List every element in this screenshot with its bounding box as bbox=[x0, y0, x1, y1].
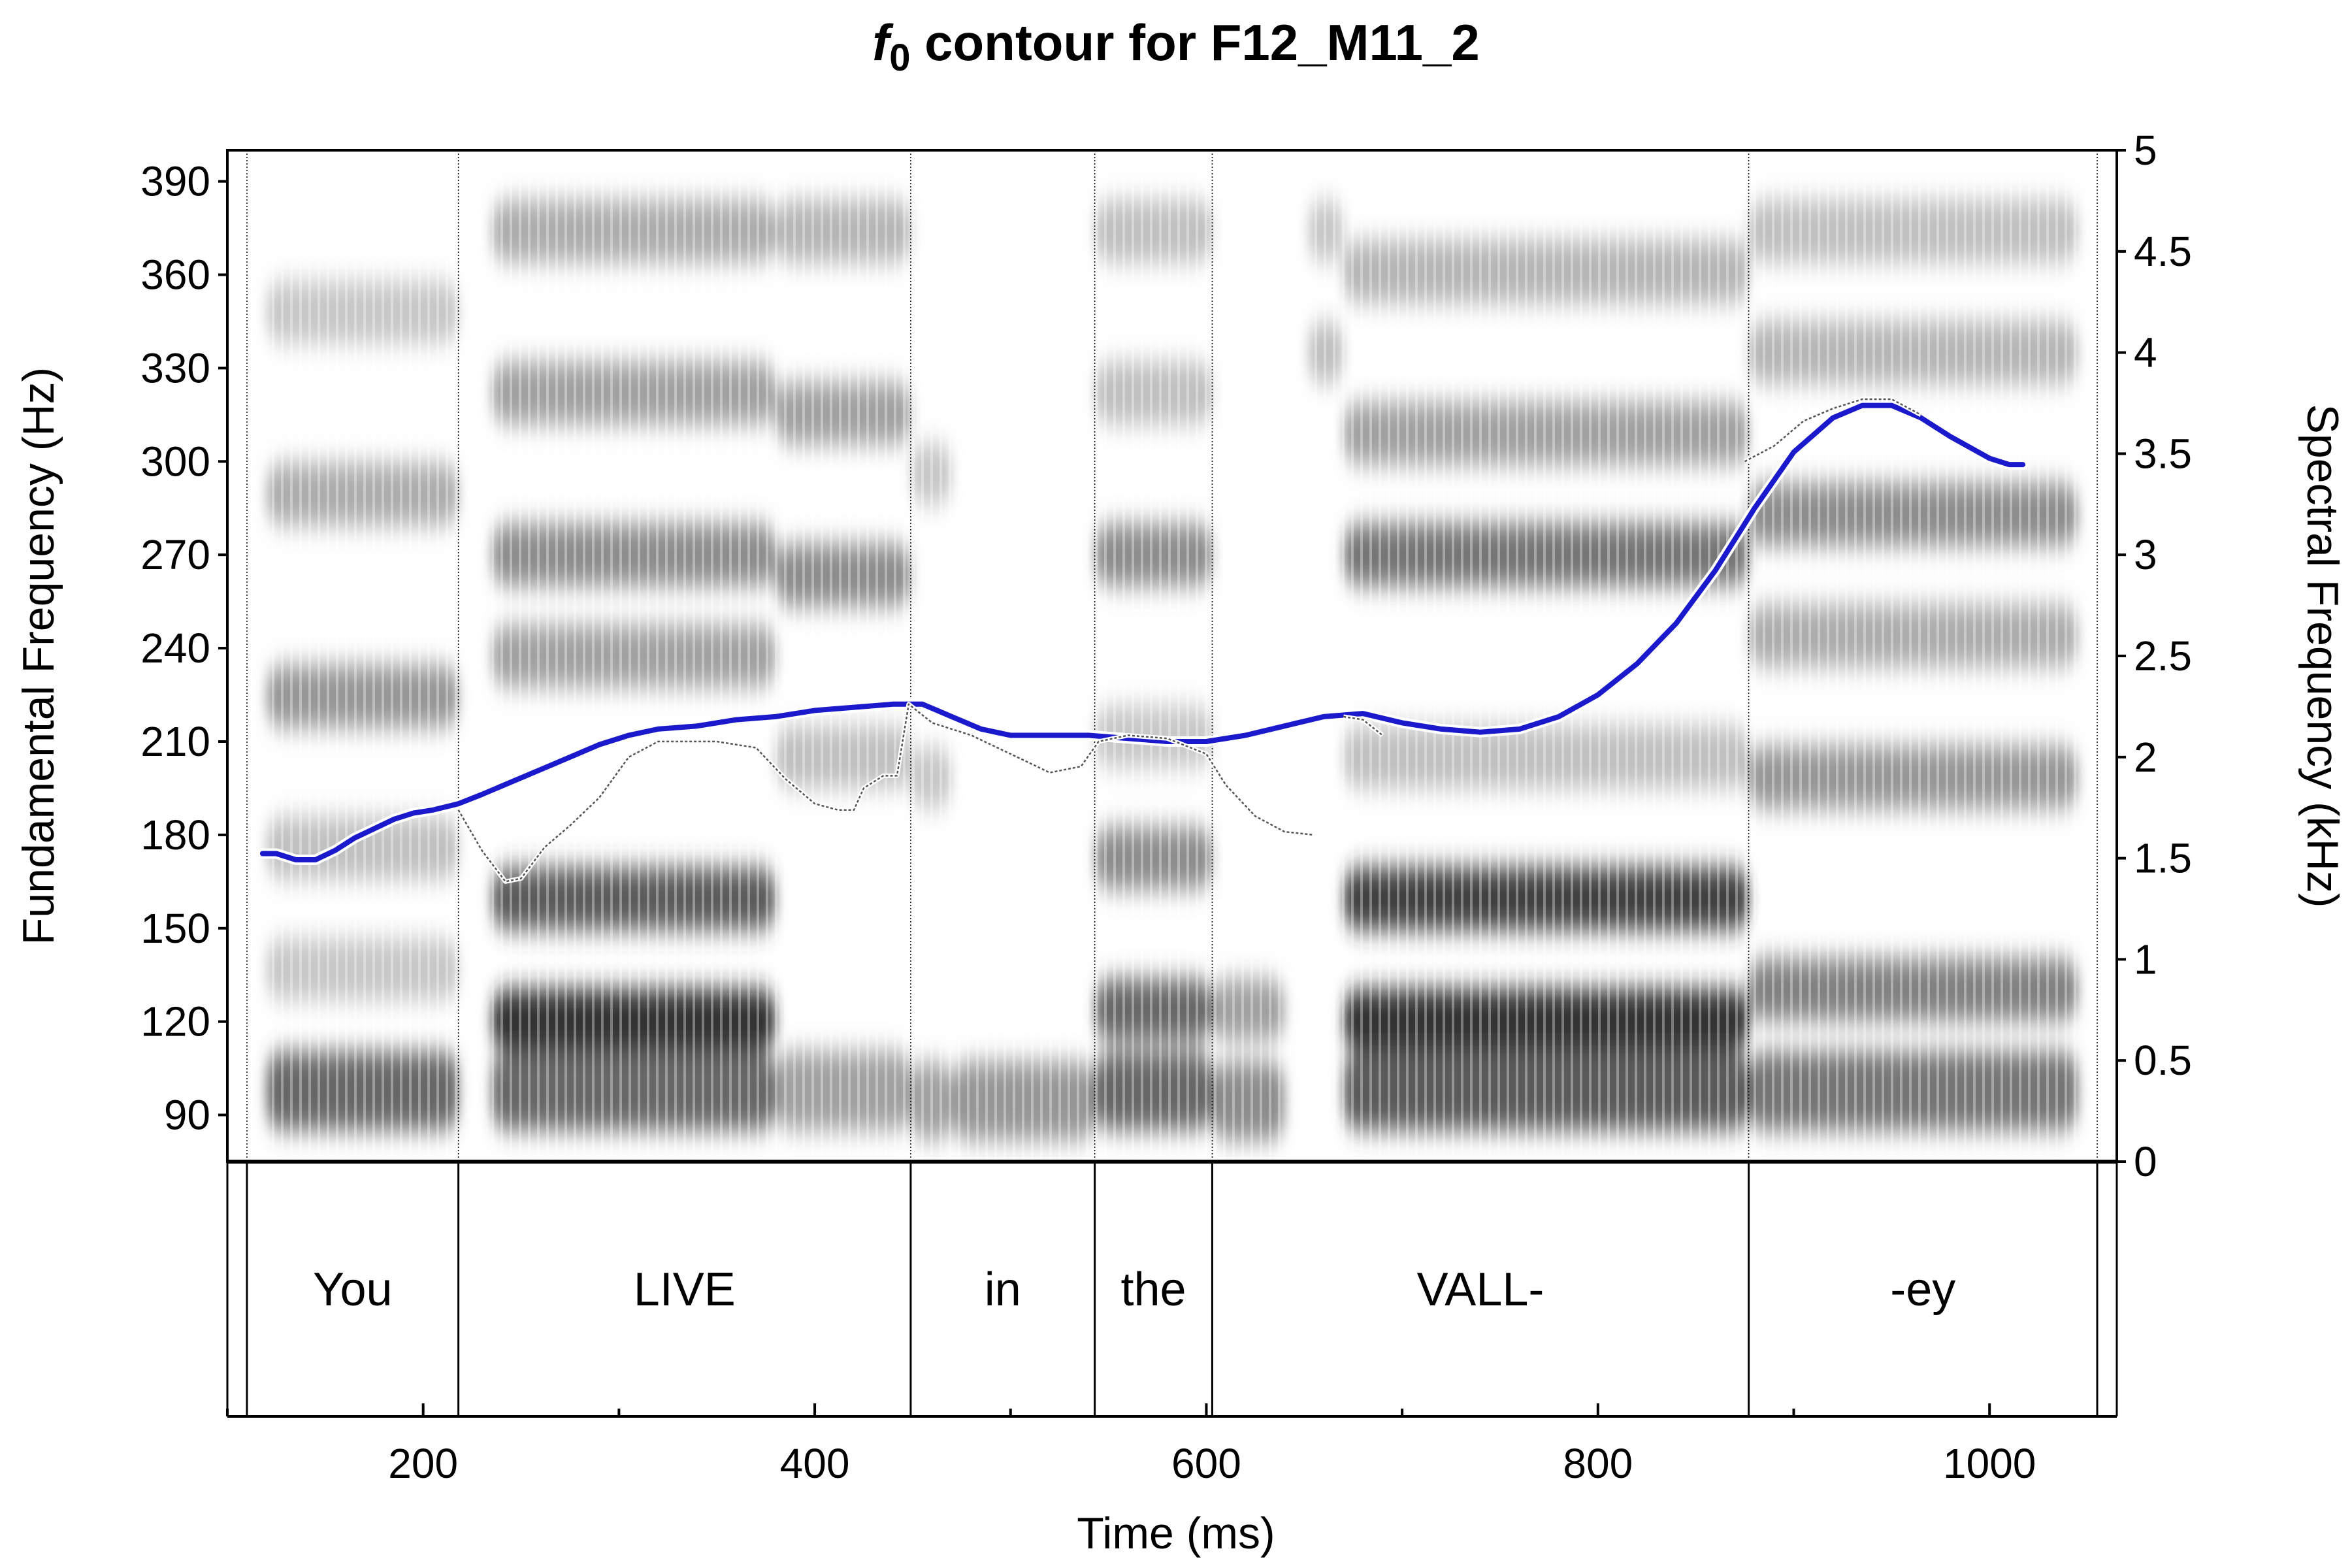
y-right-tick-label: 1 bbox=[2134, 936, 2157, 983]
y-right-tick-label: 3.5 bbox=[2134, 430, 2192, 477]
y-left-tick-label: 240 bbox=[140, 625, 210, 672]
word-label: in bbox=[985, 1264, 1021, 1316]
chart-title-subscript: 0 bbox=[889, 37, 910, 79]
spectrogram-striation-0 bbox=[266, 150, 459, 1162]
y-right-tick-label: 0.5 bbox=[2134, 1037, 2192, 1084]
spectrogram bbox=[266, 150, 2078, 1162]
y-right-tick-label: 2.5 bbox=[2134, 632, 2192, 679]
x-tick-label: 800 bbox=[1563, 1440, 1633, 1487]
y-axis-left-label: Fundamental Frequency (Hz) bbox=[14, 367, 63, 945]
y-right-tick-label: 4 bbox=[2134, 329, 2157, 376]
y-axis-right: 0 0.5 1 1.5 2 2.5 3 3.5 4 4.5 5 bbox=[2117, 127, 2192, 1185]
y-left-tick-label: 300 bbox=[140, 438, 210, 485]
x-tick-label: 400 bbox=[780, 1440, 850, 1487]
f0-series bbox=[257, 397, 2029, 884]
word-label: You bbox=[313, 1264, 393, 1316]
spectrogram-striation-5 bbox=[1094, 150, 1213, 1162]
spectrogram-striation-6 bbox=[1212, 150, 1285, 1162]
y-right-tick-label: 1.5 bbox=[2134, 835, 2192, 882]
y-left-tick-label: 390 bbox=[140, 158, 210, 205]
x-tick-label: 600 bbox=[1171, 1440, 1241, 1487]
spectrogram-striation-1 bbox=[491, 150, 776, 1162]
word-label: LIVE bbox=[634, 1264, 736, 1316]
y-left-tick-label: 330 bbox=[140, 344, 210, 391]
y-left-tick-label: 210 bbox=[140, 718, 210, 765]
y-left-tick-label: 270 bbox=[140, 531, 210, 578]
chart-title-rest: contour for F12_M11_2 bbox=[910, 14, 1479, 71]
chart-title: f0 contour for F12_M11_2 bbox=[872, 14, 1480, 79]
spectrogram-striation-9 bbox=[1748, 150, 2078, 1162]
word-label: VALL- bbox=[1417, 1264, 1544, 1316]
word-label: -ey bbox=[1890, 1264, 1955, 1316]
y-right-tick-label: 3 bbox=[2134, 531, 2157, 578]
spectrogram-striation-2 bbox=[776, 150, 911, 1162]
f0-smoothed-line bbox=[259, 402, 2026, 862]
y-left-tick-label: 90 bbox=[164, 1092, 210, 1139]
y-right-tick-label: 0 bbox=[2134, 1138, 2157, 1185]
word-label: the bbox=[1120, 1264, 1186, 1316]
y-left-tick-label: 150 bbox=[140, 905, 210, 952]
x-tick-label: 200 bbox=[388, 1440, 458, 1487]
f0-raw-line-1 bbox=[457, 703, 1315, 883]
y-right-tick-label: 5 bbox=[2134, 127, 2157, 174]
y-left-tick-label: 180 bbox=[140, 811, 210, 858]
x-axis-label: Time (ms) bbox=[1077, 1509, 1275, 1558]
spectrogram-striation-7 bbox=[1308, 150, 1344, 1162]
y-axis-left: 90 120 150 180 210 240 270 300 330 360 390 bbox=[140, 158, 227, 1139]
y-left-tick-label: 360 bbox=[140, 252, 210, 299]
f0-raw-line-3 bbox=[1744, 398, 1921, 463]
y-right-tick-label: 4.5 bbox=[2134, 228, 2192, 275]
y-axis-right-label: Spectral Frequency (kHz) bbox=[2298, 404, 2347, 908]
spectrogram-striation-8 bbox=[1343, 150, 1749, 1162]
x-axis: 200 400 600 800 1000 bbox=[226, 1403, 2036, 1487]
segment-boundaries bbox=[246, 150, 2098, 1162]
word-tier: You LIVE in the VALL- -ey bbox=[226, 1162, 2118, 1416]
y-left-tick-label: 120 bbox=[140, 998, 210, 1045]
f0-raw-line-2 bbox=[1343, 715, 1383, 736]
y-right-tick-label: 2 bbox=[2134, 734, 2157, 781]
spectrogram-striation-3 bbox=[910, 150, 952, 1162]
spectrogram-striation-4 bbox=[951, 150, 1095, 1162]
x-tick-label: 1000 bbox=[1943, 1440, 2036, 1487]
